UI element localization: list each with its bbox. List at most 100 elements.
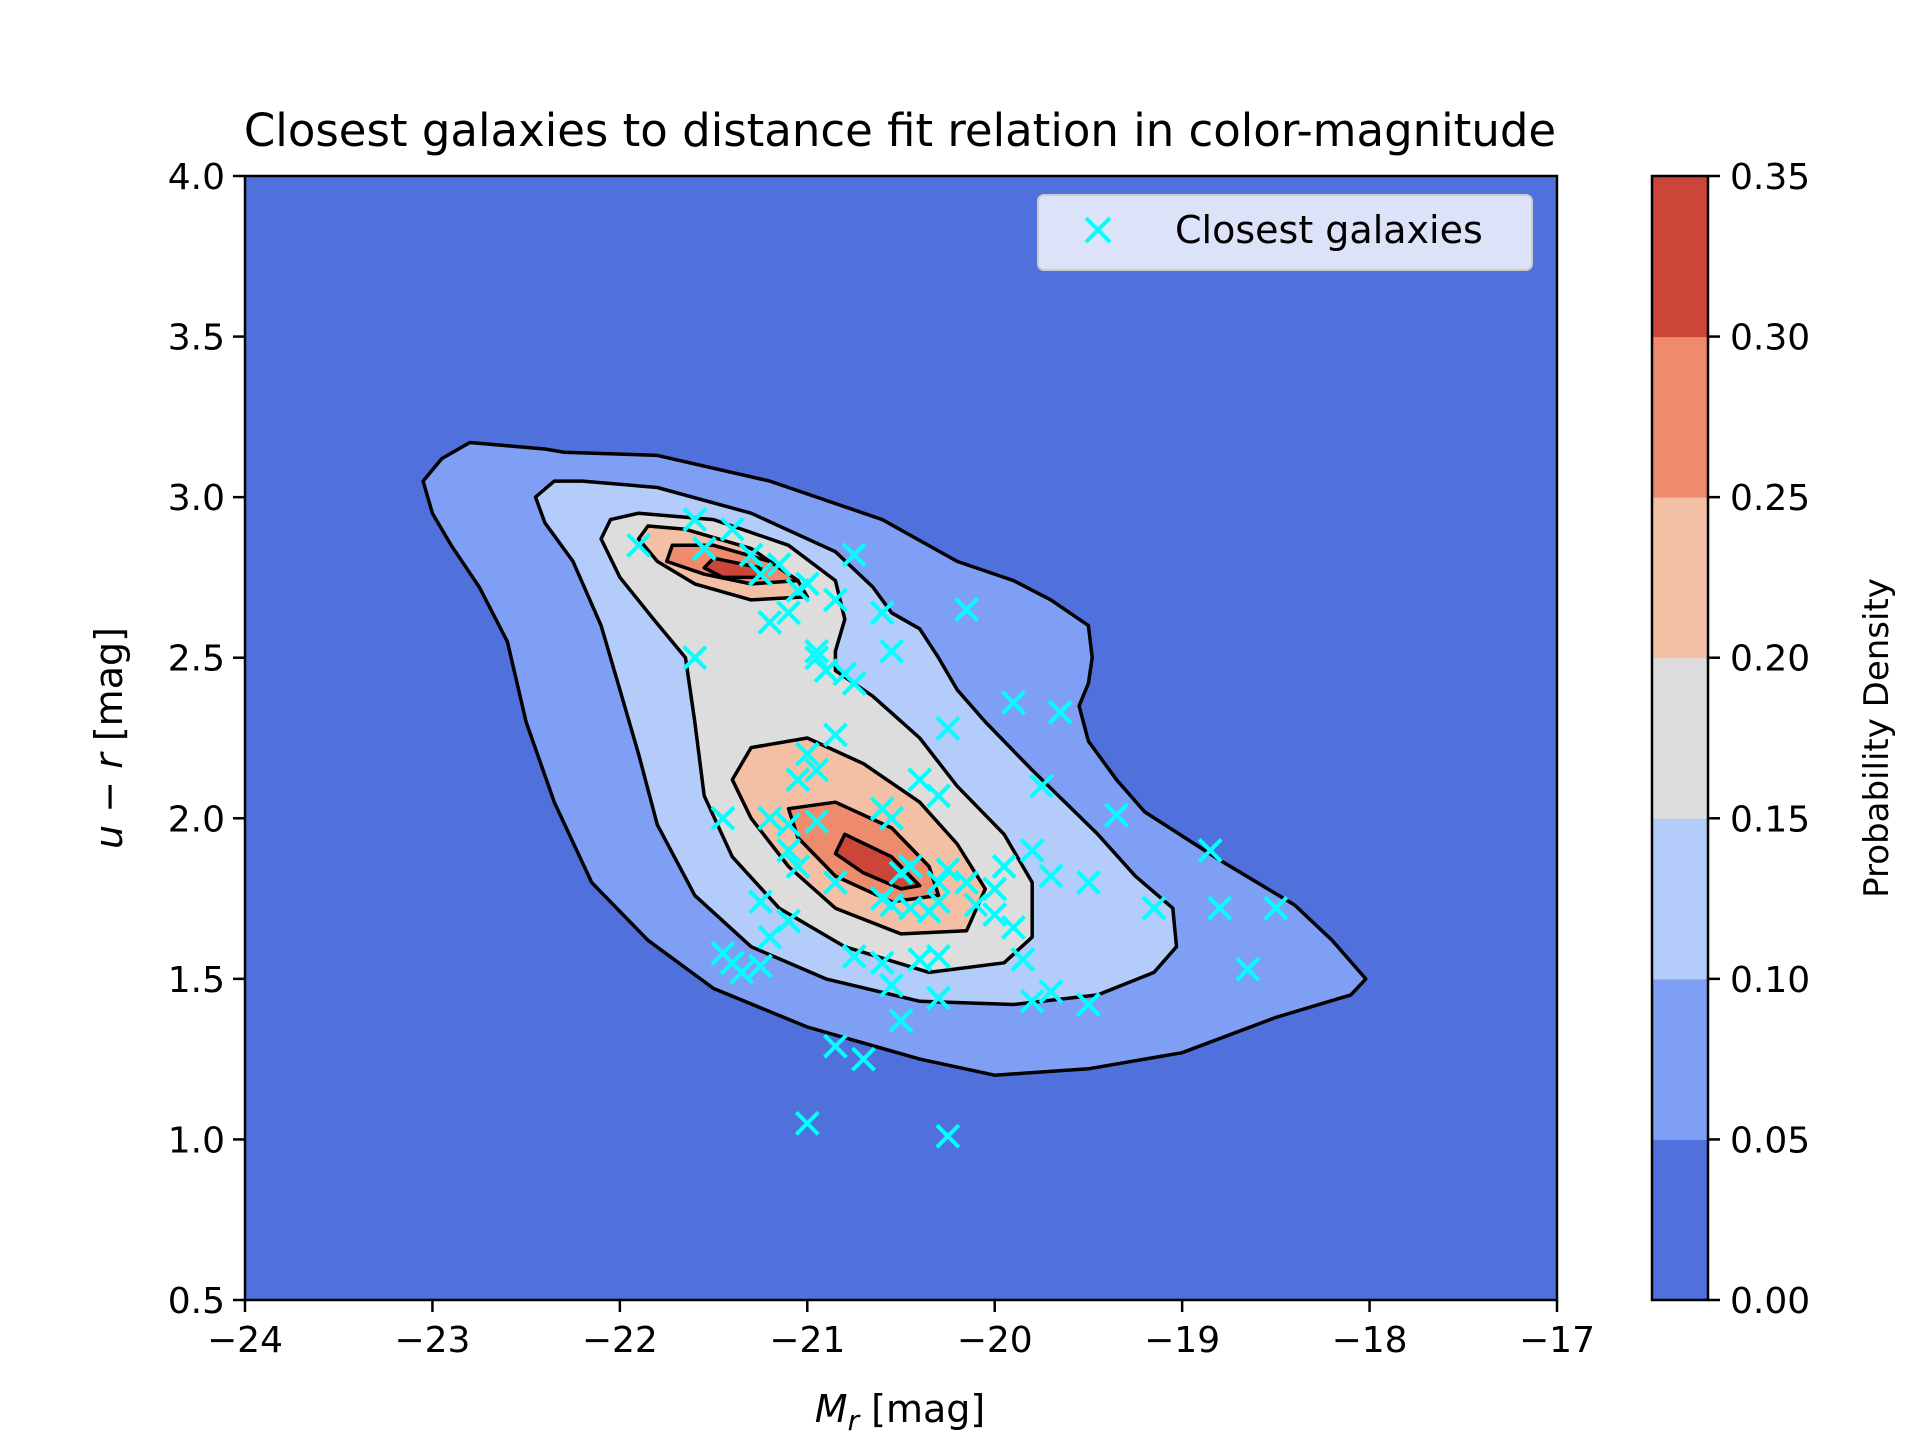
colorbar-band: [1652, 497, 1708, 659]
scatter-point: [841, 542, 867, 568]
x-axis-label: Mr [mag]: [815, 1387, 985, 1437]
scatter-point: [1029, 773, 1054, 799]
y-tick-label: 3.5: [168, 318, 225, 359]
scatter-point: [879, 972, 905, 998]
scatter-point: [738, 542, 764, 568]
colorbar-band: [1652, 818, 1708, 980]
scatter-point: [766, 552, 792, 577]
x-tick-label: −17: [1519, 1320, 1595, 1361]
scatter-point: [691, 536, 717, 561]
scatter-point: [841, 943, 867, 969]
scatter-point: [1197, 837, 1223, 863]
scatter-point: [1104, 802, 1129, 828]
scatter-point: [794, 571, 820, 597]
scatter-point: [710, 805, 736, 831]
x-tick-label: −19: [1144, 1320, 1220, 1361]
scatter-point: [869, 796, 895, 822]
scatter-point: [991, 854, 1017, 879]
scatter-point: [1047, 699, 1073, 725]
y-tick-label: 1.5: [168, 960, 225, 1001]
scatter-point: [1038, 863, 1064, 889]
y-tick-label: 2.5: [168, 639, 225, 680]
scatter-point: [1235, 956, 1261, 982]
x-tick-label: −22: [582, 1320, 658, 1361]
scatter-point: [719, 516, 745, 542]
scatter-point: [794, 741, 820, 767]
contour-line-0.3-1: [833, 832, 922, 891]
legend: Closest galaxies: [1037, 194, 1533, 271]
scatter-point: [963, 892, 989, 918]
contour-line-0.2-1: [730, 736, 988, 936]
y-tick-label: 2.0: [168, 799, 225, 840]
scatter-point: [785, 767, 811, 793]
colorbar-label: Probability Density: [1857, 578, 1897, 898]
contour-lines: [421, 440, 1368, 1077]
scatter-point: [757, 805, 783, 831]
x-tick-label: −20: [957, 1320, 1033, 1361]
scatter-point: [1141, 895, 1167, 921]
scatter-point: [926, 943, 951, 969]
scatter-point: [926, 783, 951, 809]
scatter-point: [682, 507, 708, 533]
scatter-point: [851, 1046, 876, 1072]
scatter-point: [822, 587, 848, 613]
scatter-point: [869, 950, 895, 976]
scatter-point: [1019, 988, 1045, 1014]
contour-line-0.15-0: [599, 511, 1034, 975]
scatter-series: [626, 507, 1289, 1149]
colorbar-band: [1652, 336, 1708, 498]
scatter-point: [729, 960, 755, 985]
scatter-point: [804, 809, 830, 834]
scatter-point: [935, 857, 961, 883]
x-tick-label: −18: [1332, 1320, 1408, 1361]
contour-fill-0.3-0: [704, 558, 761, 578]
y-axis-label: u − r [mag]: [87, 627, 131, 849]
scatter-point: [626, 532, 652, 558]
colorbar-tick-label: 0.20: [1730, 639, 1810, 680]
colorbar-band: [1652, 176, 1708, 338]
scatter-point: [1207, 895, 1233, 921]
colorbar-band: [1652, 978, 1708, 1140]
scatter-point: [982, 902, 1008, 928]
scatter-point: [776, 812, 801, 838]
y-tick-label: 3.0: [168, 478, 225, 519]
legend-marker-x-icon: [1084, 216, 1112, 244]
scatter-point: [1001, 690, 1026, 716]
colorbar-tick-label: 0.00: [1730, 1281, 1810, 1322]
scatter-point: [1038, 979, 1064, 1005]
scatter-point: [785, 854, 811, 879]
scatter-point: [926, 985, 951, 1011]
y-tick-label: 4.0: [168, 157, 225, 198]
scatter-point: [776, 837, 801, 863]
y-tick-label: 1.0: [168, 1120, 225, 1161]
scatter-point: [879, 638, 905, 664]
scatter-point: [1076, 870, 1101, 895]
scatter-point: [748, 889, 773, 915]
scatter-point: [748, 561, 773, 587]
scatter-point: [841, 670, 867, 696]
scatter-point: [1076, 992, 1101, 1017]
colorbar-tick-label: 0.25: [1730, 478, 1810, 519]
scatter-point: [869, 600, 895, 626]
scatter-point: [935, 1123, 961, 1149]
plot-area: [245, 176, 1557, 1300]
x-tick-label: −24: [207, 1320, 283, 1361]
contour-fills: [423, 442, 1366, 1076]
contour-line-0.05-0: [421, 440, 1368, 1077]
plot-frame: [243, 174, 1559, 1302]
scatter-point: [1010, 947, 1036, 973]
scatter-point: [888, 860, 914, 886]
scatter-point: [1001, 915, 1026, 940]
scatter-point: [926, 889, 951, 915]
scatter-point: [935, 715, 961, 741]
scatter-point: [954, 870, 980, 895]
scatter-point: [822, 722, 848, 748]
x-axis: −24 −23 −22 −21 −20 −19 −18 −17: [207, 1300, 1595, 1361]
scatter-point: [804, 757, 830, 783]
scatter-point: [757, 924, 783, 950]
scatter-point: [794, 1110, 820, 1136]
y-tick-label: 0.5: [168, 1281, 225, 1322]
scatter-point: [954, 597, 980, 622]
chart-title: Closest galaxies to distance fit relatio…: [244, 104, 1556, 157]
